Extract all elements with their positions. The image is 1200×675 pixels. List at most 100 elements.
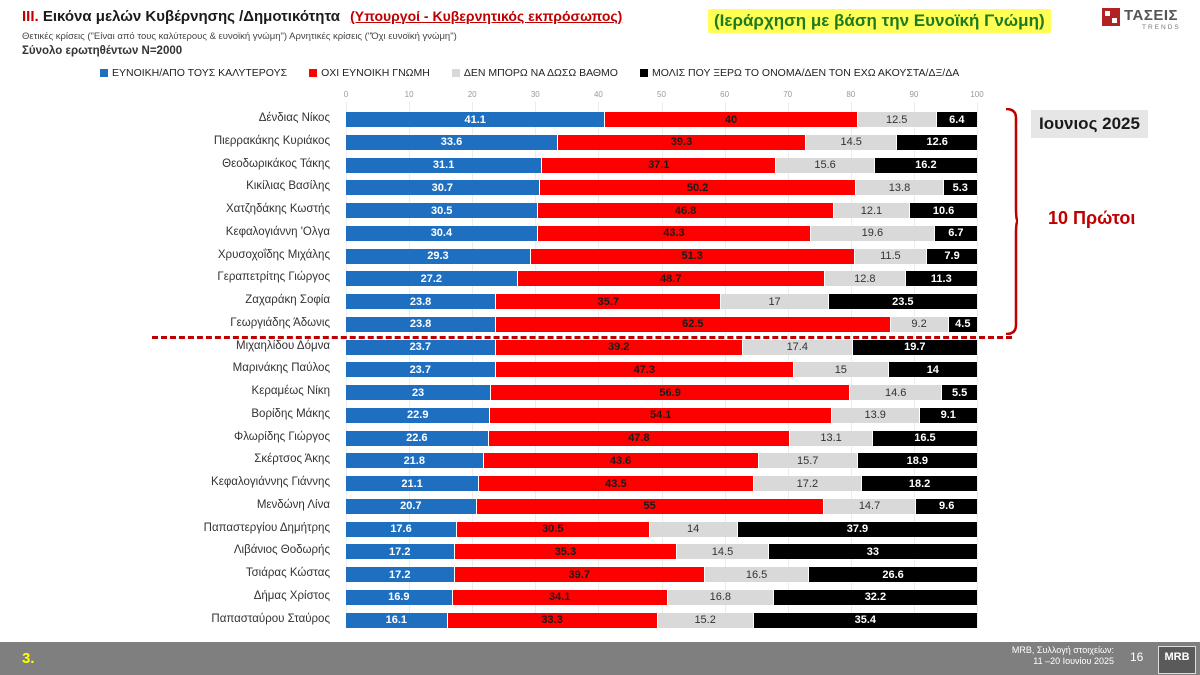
- bar-segment: 15: [794, 362, 888, 378]
- bar-segment: 14.7: [823, 498, 916, 514]
- source-note: MRB, Συλλογή στοιχείων: 11 –20 Ιουνίου 2…: [958, 645, 1114, 667]
- bar-segment: 12.6: [897, 134, 977, 150]
- bar-segment: 23.5: [828, 294, 977, 309]
- bar-segment: 17: [721, 294, 828, 309]
- criteria-note: Θετικές κρίσεις ("Είναι από τους καλύτερ…: [22, 31, 457, 42]
- bar-segment: 17.2: [346, 544, 454, 560]
- bar-segment: 14.5: [677, 544, 768, 560]
- bar-segment: 10.6: [910, 203, 977, 218]
- bar-segment: 13.9: [831, 407, 919, 423]
- bar-segment: 18.2: [862, 476, 977, 491]
- bar-segment: 33.6: [346, 134, 558, 150]
- bar-segment: 14.6: [850, 385, 942, 400]
- category-label: Φλωρίδης Γιώργος: [234, 430, 330, 443]
- bar-segment: 20.7: [346, 498, 476, 514]
- bar-segment: 33.3: [447, 612, 657, 628]
- legend-label: ΕΥΝΟΙΚΗ/ΑΠΟ ΤΟΥΣ ΚΑΛΥΤΕΡΟΥΣ: [112, 67, 288, 79]
- bar-segment: 5.5: [942, 385, 977, 400]
- bar-segment: 22.9: [346, 407, 490, 423]
- bar-segment: 39.2: [495, 339, 742, 355]
- bar-segment: 47.3: [495, 362, 793, 378]
- x-tick-label: 10: [404, 90, 414, 99]
- bar-segment: 32.2: [773, 589, 977, 605]
- bar-segment: 21.8: [346, 453, 483, 469]
- bar-segment: 35.4: [753, 612, 977, 628]
- bar-segment: 12.1: [833, 203, 910, 218]
- bar-segment: 13.1: [790, 430, 872, 446]
- legend-item: ΔΕΝ ΜΠΟΡΩ ΝΑ ΔΩΣΩ ΒΑΘΜΟ: [451, 67, 618, 79]
- ranking-note: (Ιεράρχηση με βάση την Ευνοϊκή Γνώμη): [708, 9, 1051, 33]
- category-label: Θεοδωρικάκος Τάκης: [222, 157, 330, 170]
- bar-segment: 4.5: [948, 316, 977, 332]
- logo-mark-icon: [1102, 8, 1120, 26]
- category-label: Κεφαλογιάννης Γιάννης: [211, 476, 330, 488]
- bar-segment: 34.1: [452, 589, 667, 605]
- bar-segment: 14: [888, 362, 977, 378]
- bar-segment: 23.7: [346, 362, 495, 378]
- bar-segment: 12.8: [824, 271, 905, 287]
- bar-segment: 39.7: [454, 567, 705, 582]
- bar-segment: 11.5: [854, 248, 927, 264]
- bar-segment: 35.7: [496, 294, 721, 309]
- x-tick-label: 40: [593, 90, 603, 99]
- bar-segment: 46.8: [538, 203, 833, 218]
- bar-segment: 17.4: [742, 339, 852, 355]
- top10-divider: [152, 336, 1012, 339]
- bar-segment: 41.1: [346, 112, 605, 127]
- bar-segment: 9.1: [919, 407, 977, 423]
- bar-segment: 55: [476, 498, 823, 514]
- gridline: [977, 102, 978, 628]
- x-tick-label: 70: [783, 90, 793, 99]
- section-roman: ΙΙΙ.: [22, 8, 39, 25]
- legend-label: ΟΧΙ ΕΥΝΟΙΚΗ ΓΝΩΜΗ: [321, 67, 430, 79]
- page-number: 16: [1130, 650, 1144, 664]
- footer-bar: [0, 642, 1200, 675]
- bar-segment: 47.8: [488, 430, 790, 446]
- title-text: Εικόνα μελών Κυβέρνησης /Δημοτικότητα: [42, 8, 340, 25]
- x-tick-label: 100: [970, 90, 984, 99]
- top10-bracket-icon: [1006, 108, 1018, 335]
- bar-segment: 23: [346, 385, 491, 400]
- x-tick-label: 60: [720, 90, 730, 99]
- bar-segment: 16.9: [346, 589, 452, 605]
- bar-segment: 16.8: [667, 589, 773, 605]
- source-line-1: MRB, Συλλογή στοιχείων:: [1011, 645, 1114, 655]
- category-label: Ζαχαράκη Σοφία: [245, 294, 330, 306]
- logo-tagline: TRENDS: [1142, 24, 1181, 31]
- category-label: Σκέρτσος Άκης: [254, 453, 330, 466]
- bar-segment: 14.5: [805, 134, 897, 150]
- x-tick-label: 50: [657, 90, 666, 99]
- bar-segment: 6.4: [936, 112, 977, 127]
- x-tick-label: 20: [467, 90, 477, 99]
- bar-segment: 27.2: [346, 271, 517, 287]
- bar-segment: 54.1: [490, 407, 831, 423]
- category-label: Παπασταύρου Σταύρος: [211, 612, 330, 625]
- bar-segment: 29.3: [346, 248, 530, 264]
- category-label: Χατζηδάκης Κωστής: [226, 203, 330, 215]
- bar-segment: 16.1: [346, 612, 447, 628]
- bar-segment: 6.7: [934, 225, 977, 241]
- bar-segment: 30.4: [346, 225, 537, 241]
- category-label: Κικίλιας Βασίλης: [246, 180, 330, 193]
- bar-segment: 17.2: [753, 476, 862, 491]
- bar-segment: 7.9: [927, 248, 977, 264]
- bar-segment: 37.1: [542, 157, 776, 173]
- top10-label: 10 Πρώτοι: [1048, 208, 1136, 228]
- bar-segment: 39.3: [558, 134, 805, 150]
- sample-size: Σύνολο ερωτηθέντων Ν=2000: [22, 45, 183, 57]
- bar-segment: 43.5: [479, 476, 753, 491]
- legend-swatch: [639, 69, 648, 77]
- section-number: 3.: [22, 650, 35, 667]
- bar-segment: 22.6: [346, 430, 488, 446]
- category-label: Μαρινάκης Παύλος: [232, 362, 330, 375]
- bar-segment: 21.1: [346, 476, 479, 491]
- bar-segment: 9.2: [890, 316, 948, 332]
- x-tick-label: 0: [343, 90, 349, 99]
- legend-swatch: [100, 69, 108, 77]
- bar-segment: 26.6: [809, 567, 977, 582]
- bar-segment: 30.5: [457, 521, 649, 537]
- source-line-2: 11 –20 Ιουνίου 2025: [1033, 656, 1114, 666]
- bar-segment: 19.6: [811, 225, 934, 241]
- bar-segment: 11.3: [905, 271, 977, 287]
- legend-swatch: [451, 69, 460, 77]
